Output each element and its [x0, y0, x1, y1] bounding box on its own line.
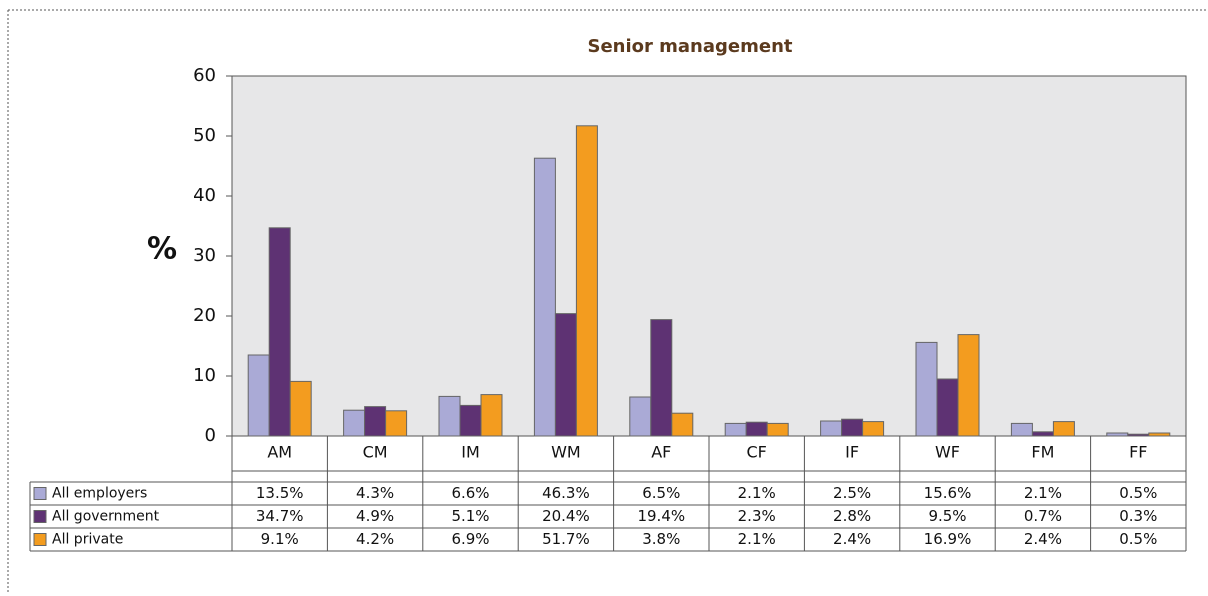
bar	[629, 396, 652, 437]
bar	[915, 341, 938, 437]
table-value: 0.3%	[1119, 507, 1157, 525]
bar	[459, 404, 482, 437]
y-tick-label: 0	[205, 425, 216, 446]
y-tick-label: 10	[193, 365, 216, 386]
x-tick-label: WF	[935, 443, 960, 462]
bar	[575, 125, 598, 437]
bar	[936, 378, 959, 437]
bar	[820, 420, 843, 437]
x-tick-label: CF	[747, 443, 767, 462]
bar	[364, 406, 387, 437]
x-tick-label: IM	[461, 443, 480, 462]
x-tick-label: IF	[845, 443, 859, 462]
table-value: 6.9%	[451, 530, 489, 548]
table-value: 9.1%	[261, 530, 299, 548]
table-value: 16.9%	[924, 530, 972, 548]
bar	[650, 319, 673, 437]
legend-swatch	[33, 533, 47, 546]
table-value: 19.4%	[637, 507, 685, 525]
table-value: 20.4%	[542, 507, 590, 525]
bar	[1106, 432, 1129, 437]
plot-area	[231, 75, 1187, 437]
table-value: 2.4%	[1024, 530, 1062, 548]
table-value: 2.5%	[833, 484, 871, 502]
bar	[671, 412, 694, 437]
table-value: 46.3%	[542, 484, 590, 502]
bar	[1010, 422, 1033, 437]
table-value: 0.5%	[1119, 484, 1157, 502]
table-value: 13.5%	[256, 484, 304, 502]
legend-label: All private	[52, 532, 123, 548]
x-tick-label: AF	[651, 443, 671, 462]
table-value: 2.1%	[1024, 484, 1062, 502]
bar	[1148, 432, 1171, 437]
legend-swatch	[33, 510, 47, 523]
bar	[533, 157, 556, 437]
bar	[247, 354, 270, 437]
x-tick-label: AM	[267, 443, 292, 462]
table-value: 4.3%	[356, 484, 394, 502]
table-value: 2.3%	[738, 507, 776, 525]
table-value: 6.5%	[642, 484, 680, 502]
bar	[289, 380, 312, 437]
legend-label: All government	[52, 509, 160, 525]
bar	[745, 421, 768, 437]
table-value: 6.6%	[451, 484, 489, 502]
table-value: 15.6%	[924, 484, 972, 502]
table-value: 3.8%	[642, 530, 680, 548]
chart-title: Senior management	[587, 36, 792, 57]
table-value: 5.1%	[451, 507, 489, 525]
table-value: 4.2%	[356, 530, 394, 548]
bar	[1127, 433, 1150, 437]
legend-label: All employers	[52, 486, 147, 502]
bar	[841, 418, 864, 437]
legend-swatch	[33, 487, 47, 500]
y-tick-label: 60	[193, 65, 216, 86]
bar	[554, 313, 577, 437]
y-tick-label: 40	[193, 185, 216, 206]
table-value: 51.7%	[542, 530, 590, 548]
x-tick-label: FM	[1031, 443, 1054, 462]
y-tick-label: 50	[193, 125, 216, 146]
table-value: 2.8%	[833, 507, 871, 525]
bar	[343, 409, 366, 437]
bar	[862, 421, 885, 437]
table-value: 0.5%	[1119, 530, 1157, 548]
table-value: 9.5%	[928, 507, 966, 525]
bar	[385, 410, 408, 437]
table-value: 2.1%	[738, 530, 776, 548]
bar	[268, 227, 291, 437]
table-value: 2.1%	[738, 484, 776, 502]
x-tick-label: WM	[551, 443, 581, 462]
bar	[480, 394, 503, 437]
bar	[766, 422, 789, 437]
bar	[1052, 421, 1075, 437]
y-tick-label: 30	[193, 245, 216, 266]
y-axis-label: %	[147, 232, 177, 267]
table-value: 4.9%	[356, 507, 394, 525]
table-value: 34.7%	[256, 507, 304, 525]
bar	[724, 422, 747, 437]
bar	[957, 334, 980, 437]
table-value: 0.7%	[1024, 507, 1062, 525]
bar	[1031, 431, 1054, 437]
bar	[438, 395, 461, 437]
table-value: 2.4%	[833, 530, 871, 548]
x-tick-label: FF	[1129, 443, 1147, 462]
x-tick-label: CM	[363, 443, 388, 462]
y-tick-label: 20	[193, 305, 216, 326]
